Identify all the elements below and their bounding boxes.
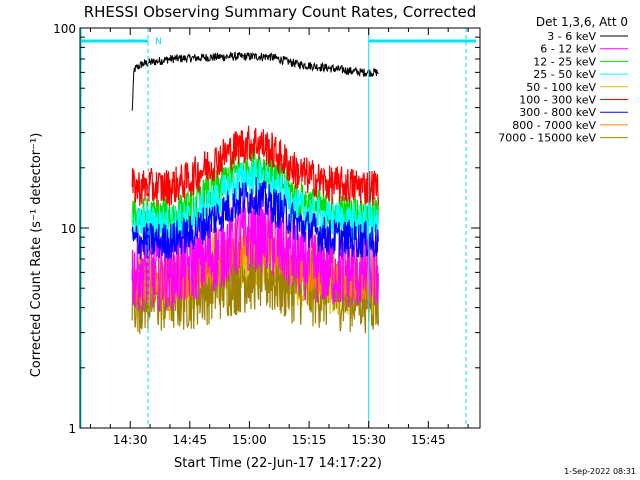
x-tick-label: 15:45 xyxy=(411,433,446,447)
legend-item: 6 - 12 keV xyxy=(540,43,628,56)
legend-title: Det 1,3,6, Att 0 xyxy=(536,15,628,29)
y-tick-label: 100 xyxy=(53,22,76,36)
legend-item: 3 - 6 keV xyxy=(547,30,628,43)
legend-item: 50 - 100 keV xyxy=(526,81,628,94)
x-axis-label: Start Time (22-Jun-17 14:17:22) xyxy=(174,456,382,471)
x-tick-label: 14:45 xyxy=(173,433,208,447)
legend-label: 7000 - 15000 keV xyxy=(498,132,596,145)
legend-item: 7000 - 15000 keV xyxy=(498,132,628,145)
legend-label: 100 - 300 keV xyxy=(519,94,596,107)
x-tick-label: 15:00 xyxy=(232,433,267,447)
chart-title: RHESSI Observing Summary Count Rates, Co… xyxy=(84,3,477,21)
legend-label: 50 - 100 keV xyxy=(526,81,596,94)
night-label: N xyxy=(155,37,162,47)
legend-item: 12 - 25 keV xyxy=(533,55,628,68)
legend-label: 6 - 12 keV xyxy=(540,43,596,56)
y-tick-label: 10 xyxy=(61,222,76,236)
x-tick-label: 14:30 xyxy=(113,433,148,447)
footer-timestamp: 1-Sep-2022 08:31 xyxy=(564,467,636,476)
legend-label: 12 - 25 keV xyxy=(533,55,596,68)
legend-item: 25 - 50 keV xyxy=(533,68,628,81)
legend-item: 300 - 800 keV xyxy=(519,106,628,119)
series-line-0 xyxy=(131,51,379,111)
legend-label: 800 - 7000 keV xyxy=(512,119,596,132)
legend-label: 25 - 50 keV xyxy=(533,68,596,81)
series-line-6 xyxy=(131,176,379,260)
data-layer xyxy=(131,51,379,335)
y-tick-label: 1 xyxy=(68,422,76,436)
axis-layer: 14:30 14:45 15:00 15:15 15:30 15:45 1 10 100 xyxy=(53,22,480,447)
legend-label: 300 - 800 keV xyxy=(519,106,596,119)
x-tick-label: 15:15 xyxy=(292,433,327,447)
y-axis-label: Corrected Count Rate (s⁻¹ detector⁻¹) xyxy=(29,133,44,378)
series-line-5 xyxy=(131,125,379,207)
legend-item: 800 - 7000 keV xyxy=(512,119,628,132)
legend-label: 3 - 6 keV xyxy=(547,30,596,43)
x-tick-label: 15:30 xyxy=(351,433,386,447)
legend-item: 100 - 300 keV xyxy=(519,94,628,107)
